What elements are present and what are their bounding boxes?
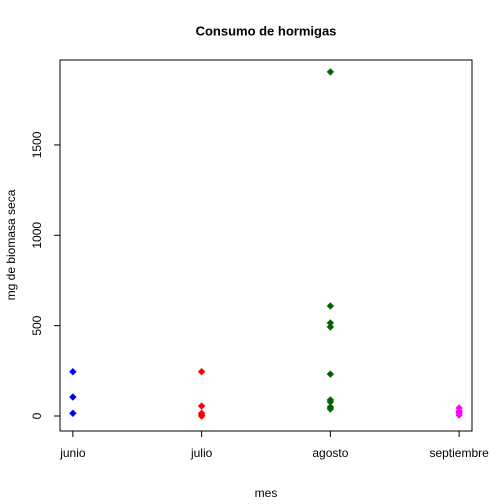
point: [326, 302, 335, 310]
point: [197, 368, 206, 376]
x-tick-label: junio: [59, 446, 86, 460]
point: [326, 370, 335, 378]
point: [197, 402, 206, 410]
chart-title: Consumo de hormigas: [196, 23, 337, 38]
x-axis-label: mes: [255, 486, 278, 500]
point: [69, 393, 77, 401]
x-tick-label: julio: [190, 446, 213, 460]
x-tick-label: septiembre: [429, 446, 489, 460]
plot-box: [59, 59, 473, 432]
point: [69, 368, 77, 376]
point: [455, 411, 463, 419]
point: [197, 412, 206, 420]
x-tick-label: agosto: [312, 446, 348, 460]
y-tick-label: 500: [30, 315, 44, 335]
point: [326, 405, 335, 413]
point: [326, 323, 335, 331]
y-axis-label: mg de biomasa seca: [4, 189, 18, 300]
point: [69, 409, 77, 417]
point: [326, 68, 335, 76]
y-tick-label: 0: [30, 412, 44, 419]
y-tick-label: 1000: [30, 222, 44, 249]
y-tick-label: 1500: [30, 131, 44, 158]
